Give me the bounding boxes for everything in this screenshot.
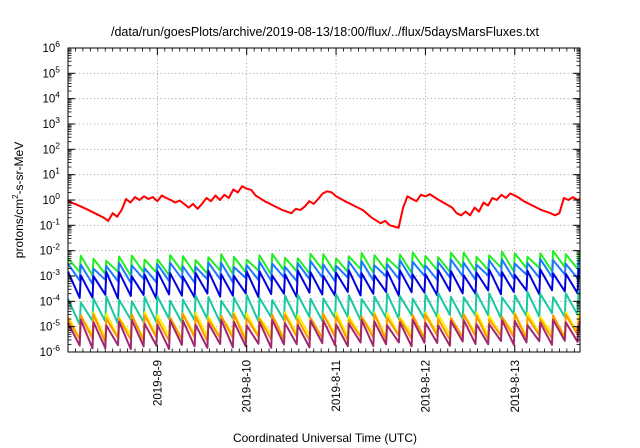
x-tick-label: 2019-8-13 [510,360,522,412]
x-axis-ticks: 2019-8-9 2019-8-10 2019-8-11 2019-8-12 2019-… [75,48,575,412]
y-tick-label: 105 [42,64,60,80]
y-tick-label: 101 [42,166,60,182]
x-tick-label: 2019-8-12 [420,360,432,412]
y-axis-label-main: protons/cm [12,199,26,258]
series-line-red [67,185,581,229]
y-tick-label: 104 [42,90,60,106]
x-tick-label: 2019-8-10 [242,360,254,412]
y-axis-label-rest: -s-sr-MeV [12,142,26,195]
series-line [67,318,581,351]
y-tick-label: 103 [42,115,60,131]
y-axis-label-superscript: 2 [11,194,20,199]
y-tick-label: 10-6 [40,343,61,359]
y-axis-label: protons/cm2-s-sr-MeV [11,142,26,258]
y-tick-label: 10-1 [40,216,61,232]
y-tick-label: 100 [42,191,60,207]
series-line [67,268,581,300]
series-line [67,290,581,326]
series-lines [67,185,581,351]
x-axis-label: Coordinated Universal Time (UTC) [233,431,417,445]
y-tick-label: 102 [42,140,60,156]
y-tick-label: 10-3 [40,267,61,283]
y-tick-label: 106 [42,39,60,55]
y-tick-label: 10-5 [40,318,61,334]
y-tick-label: 10-2 [40,242,61,258]
chart-title: /data/run/goesPlots/archive/2019-08-13/1… [111,25,540,39]
x-tick-label: 2019-8-11 [331,360,343,412]
x-tick-label: 2019-8-9 [152,360,164,406]
y-tick-label: 10-4 [40,292,61,308]
y-axis-ticks: 10-6 10-5 10-4 10-3 10-2 10-1 100 101 102 103 104 1… [40,39,580,359]
